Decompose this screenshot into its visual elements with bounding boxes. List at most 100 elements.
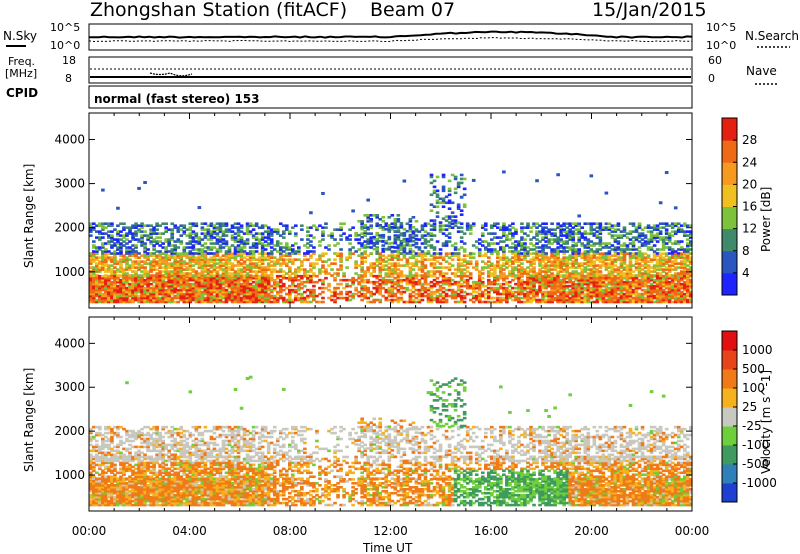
power-cell xyxy=(453,191,458,195)
power-cell xyxy=(366,268,370,271)
power-cell xyxy=(553,286,557,290)
power-cell xyxy=(408,237,413,241)
power-cell xyxy=(613,274,618,278)
power-cell xyxy=(450,296,455,300)
power-cell xyxy=(209,230,214,233)
power-cell xyxy=(465,224,470,227)
power-cell xyxy=(119,294,123,298)
power-cell xyxy=(562,294,566,298)
power-cell xyxy=(152,290,156,294)
power-cell xyxy=(89,272,93,275)
power-cell xyxy=(438,286,443,290)
power-cell xyxy=(152,280,156,284)
power-cell xyxy=(137,264,141,267)
power-cell xyxy=(387,242,392,245)
power-cell xyxy=(182,292,187,296)
power-cell xyxy=(128,258,132,261)
power-cell xyxy=(119,250,123,253)
power-cell xyxy=(520,288,524,292)
power-cell xyxy=(456,282,461,286)
power-cell xyxy=(149,264,153,267)
power-cell xyxy=(263,224,268,227)
power-cell xyxy=(230,252,235,255)
power-cell xyxy=(164,260,168,263)
power-cell xyxy=(610,254,615,257)
power-cell xyxy=(393,250,398,253)
power-cell xyxy=(565,274,569,278)
power-cell xyxy=(562,224,566,227)
power-cell xyxy=(598,264,603,267)
power-cell xyxy=(167,290,172,294)
power-cell xyxy=(390,284,395,288)
power-cell xyxy=(239,274,244,278)
power-cell xyxy=(360,235,364,239)
power-cell xyxy=(309,254,313,257)
power-cell xyxy=(595,226,600,229)
power-cell xyxy=(505,274,509,278)
power-cell xyxy=(499,240,503,243)
power-cell xyxy=(571,288,576,292)
power-cell xyxy=(375,276,380,280)
power-cell xyxy=(131,226,135,229)
power-cell xyxy=(574,260,579,263)
power-cell xyxy=(502,248,506,251)
power-cell xyxy=(399,290,404,294)
power-cell xyxy=(595,278,600,282)
nsearch-tick-top: 10^5 xyxy=(706,21,736,34)
power-cell xyxy=(447,262,452,265)
power-cell xyxy=(441,201,446,205)
power-cell xyxy=(272,298,277,302)
power-cell xyxy=(372,298,377,302)
power-cell xyxy=(230,266,235,269)
power-cell xyxy=(580,278,585,282)
power-cell xyxy=(378,226,383,229)
power-cell xyxy=(185,294,190,298)
power-cell xyxy=(366,218,370,221)
power-cell xyxy=(342,232,346,235)
power-cell xyxy=(459,274,464,278)
power-cell xyxy=(619,230,624,233)
power-cell xyxy=(378,262,383,265)
power-cell xyxy=(363,278,367,282)
power-cell xyxy=(122,228,126,231)
power-cell xyxy=(580,244,585,247)
power-cell xyxy=(239,290,244,294)
power-cell xyxy=(474,264,479,267)
power-cell xyxy=(209,222,214,225)
power-cell xyxy=(188,232,193,235)
power-cell xyxy=(414,274,419,277)
power-cell xyxy=(502,226,506,229)
power-cell xyxy=(526,284,530,288)
power-cell xyxy=(95,230,99,233)
power-cell xyxy=(532,296,536,300)
power-cell xyxy=(505,282,509,286)
power-cell xyxy=(453,219,458,222)
power-cell xyxy=(574,254,579,257)
power-cell xyxy=(281,236,286,239)
power-cell xyxy=(604,286,609,290)
power-cell xyxy=(309,294,313,298)
power-cell xyxy=(122,288,126,292)
power-cell xyxy=(622,248,627,251)
power-cell xyxy=(230,274,235,277)
power-cell xyxy=(384,239,389,243)
power-cell xyxy=(390,264,395,267)
power-cell xyxy=(429,300,434,304)
power-cell xyxy=(263,270,268,273)
power-cell xyxy=(438,288,443,292)
power-cell xyxy=(89,222,93,225)
power-cell xyxy=(300,292,304,296)
power-cell xyxy=(393,256,398,259)
power-cell xyxy=(324,276,328,280)
power-cell xyxy=(275,300,280,304)
power-cell xyxy=(194,298,199,302)
power-cell xyxy=(179,272,184,275)
power-cell xyxy=(137,286,141,290)
power-cell xyxy=(447,193,452,197)
power-cell xyxy=(441,205,446,209)
power-cell xyxy=(568,248,572,251)
power-cell xyxy=(565,296,569,300)
power-cell xyxy=(450,288,455,292)
power-cell xyxy=(257,238,262,241)
power-cell xyxy=(297,252,301,255)
